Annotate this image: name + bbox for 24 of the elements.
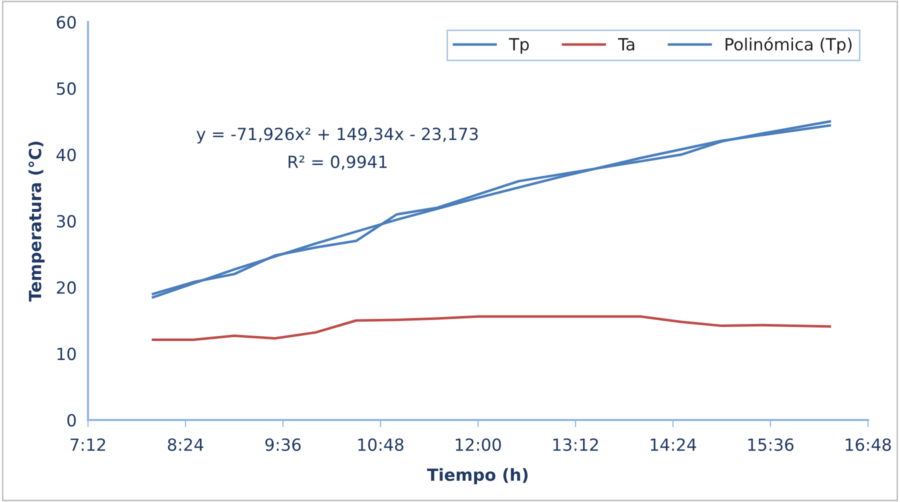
x-tick-label: 10:48 [358,438,404,451]
x-tick-label: 16:48 [846,438,891,451]
x-tick-label: 9:36 [265,438,301,451]
annotation: y = -71,926x² + 149,34x - 23,173 [196,128,478,144]
legend-label: Ta [618,38,634,51]
x-tick-label: 15:36 [748,438,794,451]
line-series [152,315,832,341]
y-tick-label: 50 [56,82,76,95]
x-tick-label: 12:00 [456,438,501,451]
annotation: R² = 0,9941 [288,156,387,170]
y-tick-label: 30 [56,214,76,228]
y-tick-label: 40 [56,148,76,162]
x-axis-title: Tiempo (h) [427,468,528,484]
y-tick-label: 0 [67,414,76,427]
legend-label: Tp [508,38,529,54]
y-tick-label: 60 [56,16,76,29]
x-tick-label: 13:12 [553,438,598,451]
x-tick-label: 7:12 [70,438,106,451]
y-axis-title: Temperatura (°C) [28,142,45,302]
y-tick-label: 10 [58,348,76,360]
y-tick-label: 20 [56,281,76,294]
x-tick-label: 14:24 [650,438,696,451]
legend-label: Polinómica (Tp) [726,37,852,54]
x-tick-label: 8:24 [168,438,204,451]
